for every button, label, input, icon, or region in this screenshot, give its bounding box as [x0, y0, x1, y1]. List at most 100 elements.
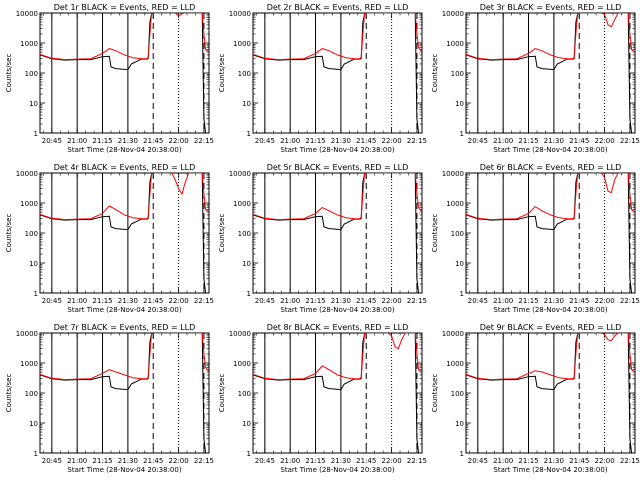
y-tick-label: 10000 — [229, 10, 251, 18]
plot-frame — [465, 332, 636, 454]
series-group — [466, 173, 635, 293]
x-tick-label: 21:15 — [518, 297, 538, 305]
x-axis-label: Start Time (28-Nov-04 20:38:00) — [280, 466, 394, 474]
y-tick-label: 1000 — [233, 360, 251, 368]
y-axis-label: Counts/sec — [218, 214, 226, 253]
x-tick-label: 22:15 — [194, 457, 214, 465]
y-axis-label: Counts/sec — [218, 54, 226, 93]
y-tick-label: 100 — [238, 390, 251, 398]
x-tick-label: 22:15 — [407, 297, 427, 305]
y-tick-label: 1000 — [20, 40, 38, 48]
y-tick-label: 1 — [247, 290, 251, 298]
x-tick-label: 22:00 — [594, 297, 614, 305]
y-tick-label: 10 — [242, 100, 251, 108]
x-tick-label: 22:00 — [381, 457, 401, 465]
x-tick-label: 20:45 — [42, 137, 62, 145]
x-tick-label: 21:00 — [67, 457, 87, 465]
series-group — [253, 333, 422, 453]
x-tick-label: 21:45 — [356, 137, 376, 145]
y-tick-label: 100 — [451, 390, 464, 398]
panel-title: Det 8r BLACK = Events, RED = LLD — [267, 323, 409, 332]
y-tick-label: 1000 — [20, 200, 38, 208]
y-tick-label: 10000 — [229, 330, 251, 338]
x-axis-label: Start Time (28-Nov-04 20:38:00) — [493, 306, 607, 314]
x-axis-label: Start Time (28-Nov-04 20:38:00) — [67, 306, 181, 314]
x-tick-label: 21:00 — [493, 297, 513, 305]
y-tick-label: 100 — [451, 70, 464, 78]
x-tick-label: 21:15 — [92, 457, 112, 465]
x-tick-label: 21:45 — [569, 457, 589, 465]
x-tick-label: 22:15 — [407, 137, 427, 145]
x-tick-label: 20:45 — [42, 297, 62, 305]
y-tick-label: 1000 — [446, 360, 464, 368]
x-tick-label: 21:45 — [569, 137, 589, 145]
y-tick-label: 10000 — [16, 10, 38, 18]
y-tick-label: 10 — [242, 420, 251, 428]
x-tick-label: 20:45 — [468, 457, 488, 465]
y-tick-label: 10 — [29, 260, 38, 268]
series-group — [40, 173, 209, 293]
series-line-events — [466, 173, 635, 293]
series-line-lld — [466, 13, 635, 61]
y-tick-label: 1000 — [20, 360, 38, 368]
y-tick-label: 1 — [34, 290, 38, 298]
series-line-events — [40, 13, 209, 133]
x-tick-label: 21:30 — [331, 297, 351, 305]
panel-title: Det 9r BLACK = Events, RED = LLD — [480, 323, 622, 332]
x-tick-label: 21:30 — [544, 137, 564, 145]
y-tick-label: 1 — [34, 450, 38, 458]
series-line-lld — [466, 173, 635, 221]
y-tick-label: 10000 — [442, 330, 464, 338]
panel-title: Det 5r BLACK = Events, RED = LLD — [267, 163, 409, 172]
y-tick-label: 1 — [247, 130, 251, 138]
x-tick-label: 21:30 — [331, 457, 351, 465]
x-tick-label: 21:15 — [92, 137, 112, 145]
y-axis-label: Counts/sec — [431, 54, 439, 93]
series-group — [253, 173, 422, 293]
panel-title: Det 1r BLACK = Events, RED = LLD — [54, 3, 196, 12]
x-tick-label: 21:45 — [356, 297, 376, 305]
y-tick-label: 10000 — [442, 10, 464, 18]
x-tick-label: 21:30 — [118, 137, 138, 145]
x-tick-label: 21:45 — [143, 297, 163, 305]
series-group — [40, 13, 209, 133]
y-tick-label: 10000 — [16, 170, 38, 178]
series-line-lld — [40, 333, 209, 381]
y-axis-label: Counts/sec — [431, 374, 439, 413]
x-tick-label: 21:00 — [67, 297, 87, 305]
series-line-lld — [40, 13, 209, 61]
panel-5: Det 5r BLACK = Events, RED = LLD 1 10 100 10… — [218, 163, 427, 314]
x-tick-label: 22:00 — [168, 297, 188, 305]
x-axis-label: Start Time (28-Nov-04 20:38:00) — [67, 146, 181, 154]
y-axis-label: Counts/sec — [431, 214, 439, 253]
x-tick-label: 21:30 — [118, 457, 138, 465]
y-axis-label: Counts/sec — [5, 374, 13, 413]
panel-7: Det 7r BLACK = Events, RED = LLD 1 10 100 10… — [5, 323, 214, 474]
x-tick-label: 20:45 — [255, 457, 275, 465]
series-group — [466, 333, 635, 453]
x-tick-label: 22:15 — [407, 457, 427, 465]
x-axis-label: Start Time (28-Nov-04 20:38:00) — [280, 146, 394, 154]
series-line-lld — [466, 333, 635, 381]
series-line-lld — [253, 333, 422, 381]
panel-title: Det 6r BLACK = Events, RED = LLD — [480, 163, 622, 172]
series-group — [253, 13, 422, 133]
panel-8: Det 8r BLACK = Events, RED = LLD 1 10 100 10… — [218, 323, 427, 474]
y-tick-label: 1 — [460, 130, 464, 138]
x-tick-label: 21:00 — [67, 137, 87, 145]
y-tick-label: 100 — [25, 70, 38, 78]
panel-9: Det 9r BLACK = Events, RED = LLD 1 10 100 10… — [431, 323, 640, 474]
panel-4: Det 4r BLACK = Events, RED = LLD 1 10 100 10… — [5, 163, 214, 314]
y-axis-label: Counts/sec — [5, 54, 13, 93]
x-tick-label: 22:00 — [381, 137, 401, 145]
x-tick-label: 22:15 — [620, 297, 640, 305]
y-tick-label: 100 — [238, 230, 251, 238]
y-tick-label: 10000 — [442, 170, 464, 178]
series-line-lld — [253, 13, 422, 61]
y-tick-label: 1000 — [446, 40, 464, 48]
series-line-events — [253, 13, 422, 133]
x-tick-label: 22:00 — [168, 457, 188, 465]
x-tick-label: 22:00 — [594, 137, 614, 145]
x-tick-label: 22:00 — [381, 297, 401, 305]
